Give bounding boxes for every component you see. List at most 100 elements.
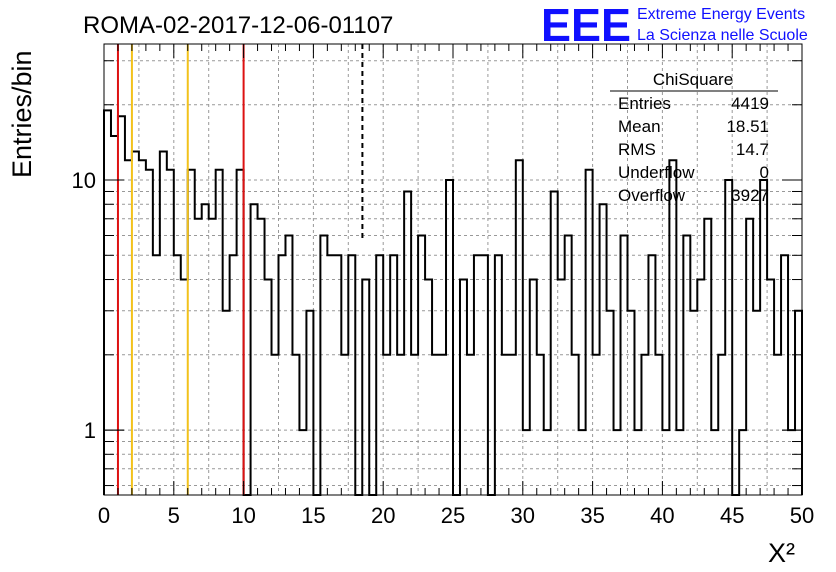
histogram-bin	[432, 355, 439, 495]
histogram-bin	[118, 116, 125, 495]
x-tick-label: 25	[441, 503, 465, 528]
histogram-bin	[195, 219, 202, 495]
histogram-bin	[690, 311, 697, 495]
x-tick-label: 30	[511, 503, 535, 528]
histogram-bin	[474, 255, 481, 495]
histogram-bin	[418, 236, 425, 495]
histogram-bin	[327, 255, 334, 495]
histogram-bin	[502, 355, 509, 495]
logo-line-1: Extreme Energy Events	[637, 6, 805, 23]
histogram-bin	[411, 355, 418, 495]
stats-value: 18.51	[726, 117, 769, 136]
histogram-bin	[139, 160, 146, 495]
histogram-bin	[551, 191, 558, 495]
y-tick-label: 10	[72, 168, 96, 193]
histogram-bin	[572, 355, 579, 495]
histogram-bin	[404, 191, 411, 495]
histogram-bin	[481, 255, 488, 495]
stats-label: RMS	[618, 140, 656, 159]
histogram-bin	[795, 311, 802, 495]
x-tick-label: 10	[231, 503, 255, 528]
histogram-bin	[460, 280, 467, 495]
x-tick-labels: 0 5 10 15 20 25 30 35 40 45 50	[98, 503, 814, 528]
stats-label: Overflow	[618, 186, 686, 205]
y-tick-labels: 1 10	[72, 168, 96, 443]
histogram-bin	[718, 355, 725, 495]
histogram-bin	[774, 355, 781, 495]
histogram-bin	[704, 219, 711, 495]
histogram-bin	[537, 355, 544, 495]
histogram-bin	[746, 219, 753, 495]
stats-label: Underflow	[618, 163, 695, 182]
histogram-bin	[655, 355, 662, 495]
histogram-bin	[397, 355, 404, 495]
histogram-bin	[767, 280, 774, 495]
plot-frame	[103, 43, 803, 496]
histogram-bin	[251, 204, 258, 495]
histogram-bin	[558, 280, 565, 495]
histogram-bin	[223, 311, 230, 495]
x-tick-label: 45	[720, 503, 744, 528]
histogram-bin	[760, 180, 767, 495]
histogram-bin	[725, 180, 732, 495]
histogram-bin	[160, 152, 167, 495]
histogram-bin	[181, 280, 188, 495]
histogram-bin	[439, 355, 446, 495]
histogram-bin	[509, 355, 516, 495]
x-tick-label: 5	[168, 503, 180, 528]
x-tick-label: 50	[790, 503, 814, 528]
vertical-markers	[116, 44, 364, 495]
x-tick-label: 40	[650, 503, 674, 528]
histogram-bin	[669, 160, 676, 495]
stats-box: ChiSquare Entries 4419 Mean 18.51 RMS 14.7 Und…	[610, 70, 778, 205]
histogram-bin	[348, 255, 355, 495]
histogram-bin	[272, 355, 279, 495]
histogram-bin	[383, 355, 390, 495]
histogram-bin	[697, 280, 704, 495]
histogram-bin	[209, 219, 216, 495]
histogram-bin	[781, 255, 788, 495]
histogram-bin	[600, 204, 607, 495]
histogram-bin	[285, 236, 292, 495]
histogram-outline	[103, 109, 803, 496]
histogram-bin	[648, 255, 655, 495]
histogram-bin	[446, 180, 453, 495]
histogram-bin	[258, 219, 265, 495]
histogram-bin	[132, 152, 139, 495]
histogram-bins	[103, 109, 803, 496]
stats-value: 3927	[731, 186, 769, 205]
histogram-bin	[593, 355, 600, 495]
histogram-bin	[425, 280, 432, 495]
histogram-bin	[362, 280, 369, 495]
histogram-bin	[292, 355, 299, 495]
histogram-bin	[516, 160, 523, 495]
y-tick-label: 1	[84, 418, 96, 443]
histogram-bin	[174, 255, 181, 495]
chart-title: ROMA-02-2017-12-06-01107	[83, 12, 393, 39]
histogram-bin	[279, 255, 286, 495]
histogram-bin	[628, 311, 635, 495]
histogram-bin	[607, 311, 614, 495]
histogram-bin	[753, 311, 760, 495]
histogram-bin	[565, 236, 572, 495]
histogram-bin	[641, 355, 648, 495]
histogram-bin	[390, 255, 397, 495]
histogram-bin	[683, 236, 690, 495]
axis-ticks	[103, 44, 803, 495]
histogram-bin	[376, 255, 383, 495]
stats-box-title: ChiSquare	[653, 70, 733, 89]
histogram-bin	[621, 236, 628, 495]
stats-label: Mean	[618, 117, 661, 136]
y-axis-label: Entries/bin	[7, 50, 37, 178]
eee-logo-mark: EEE	[541, 0, 631, 51]
histogram-bin	[265, 280, 272, 495]
histogram-bin	[334, 255, 341, 495]
histogram-bin	[202, 204, 209, 495]
x-tick-label: 35	[580, 503, 604, 528]
histogram-bin	[104, 110, 111, 495]
x-tick-label: 20	[371, 503, 395, 528]
stats-value: 14.7	[736, 140, 769, 159]
histogram-bin	[495, 255, 502, 495]
stats-value: 0	[760, 163, 769, 182]
